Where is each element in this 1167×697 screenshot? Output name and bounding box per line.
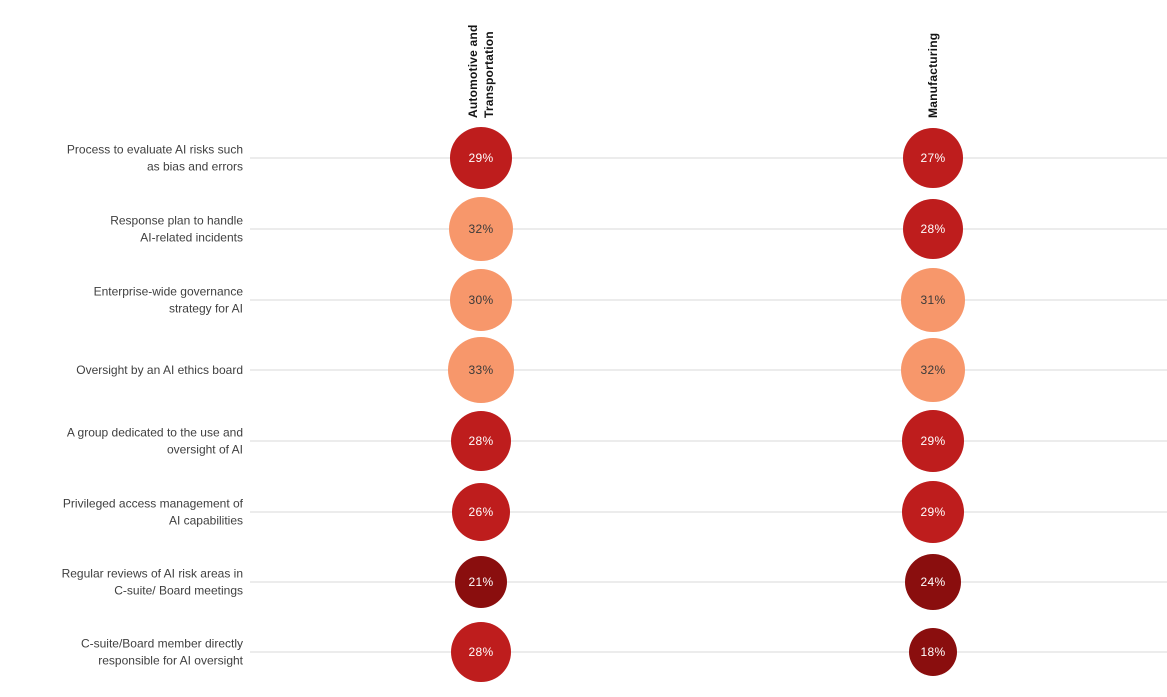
gridline [250,440,1167,442]
row-label: C-suite/Board member directly responsibl… [80,636,243,668]
bubble[interactable]: 26% [451,482,511,542]
gridline [250,157,1167,159]
bubble[interactable]: 27% [903,128,963,188]
bubble[interactable]: 24% [904,553,962,611]
column-header: Automotive and Transportation [466,24,496,118]
bubble[interactable]: 29% [902,410,964,472]
gridline [250,369,1167,371]
bubble-value: 18% [920,644,946,659]
bubble-value: 32% [468,221,494,236]
bubble[interactable]: 30% [449,268,513,332]
bubble-value: 27% [920,150,946,165]
bubble-value: 31% [920,292,946,307]
bubble[interactable]: 29% [902,481,964,543]
bubble[interactable]: 28% [450,410,512,472]
row-label: Regular reviews of AI risk areas in C-su… [61,566,243,598]
bubble[interactable]: 28% [450,621,512,683]
bubble[interactable]: 31% [901,268,965,332]
bubble-value: 33% [468,362,494,377]
row-label: Response plan to handle AI-related incid… [110,213,243,245]
gridline [250,511,1167,513]
gridline [250,299,1167,301]
bubble-value: 29% [920,433,946,448]
bubble-value: 32% [920,362,946,377]
bubble[interactable]: 32% [448,196,514,262]
row-label: Oversight by an AI ethics board [76,362,243,377]
bubble-value: 28% [468,644,494,659]
bubble[interactable]: 29% [450,127,512,189]
gridline [250,651,1167,653]
bubble-value: 30% [468,292,494,307]
bubble[interactable]: 18% [908,627,958,677]
gridline [250,228,1167,230]
bubble-value: 28% [468,433,494,448]
bubble[interactable]: 21% [454,555,508,609]
gridline [250,581,1167,583]
bubble[interactable]: 28% [902,198,964,260]
row-label: A group dedicated to the use and oversig… [66,425,243,457]
bubble-value: 29% [468,150,494,165]
bubble-value: 26% [468,504,494,519]
column-header: Manufacturing [926,32,940,118]
row-label: Enterprise-wide governance strategy for … [93,284,243,316]
bubble-value: 21% [468,574,494,589]
bubble-value: 28% [920,221,946,236]
bubble-value: 24% [920,574,946,589]
bubble-value: 29% [920,504,946,519]
row-label: Privileged access management of AI capab… [62,496,243,528]
row-label: Process to evaluate AI risks such as bia… [66,142,243,174]
bubble[interactable]: 32% [900,337,966,403]
bubble[interactable]: 33% [448,337,514,403]
